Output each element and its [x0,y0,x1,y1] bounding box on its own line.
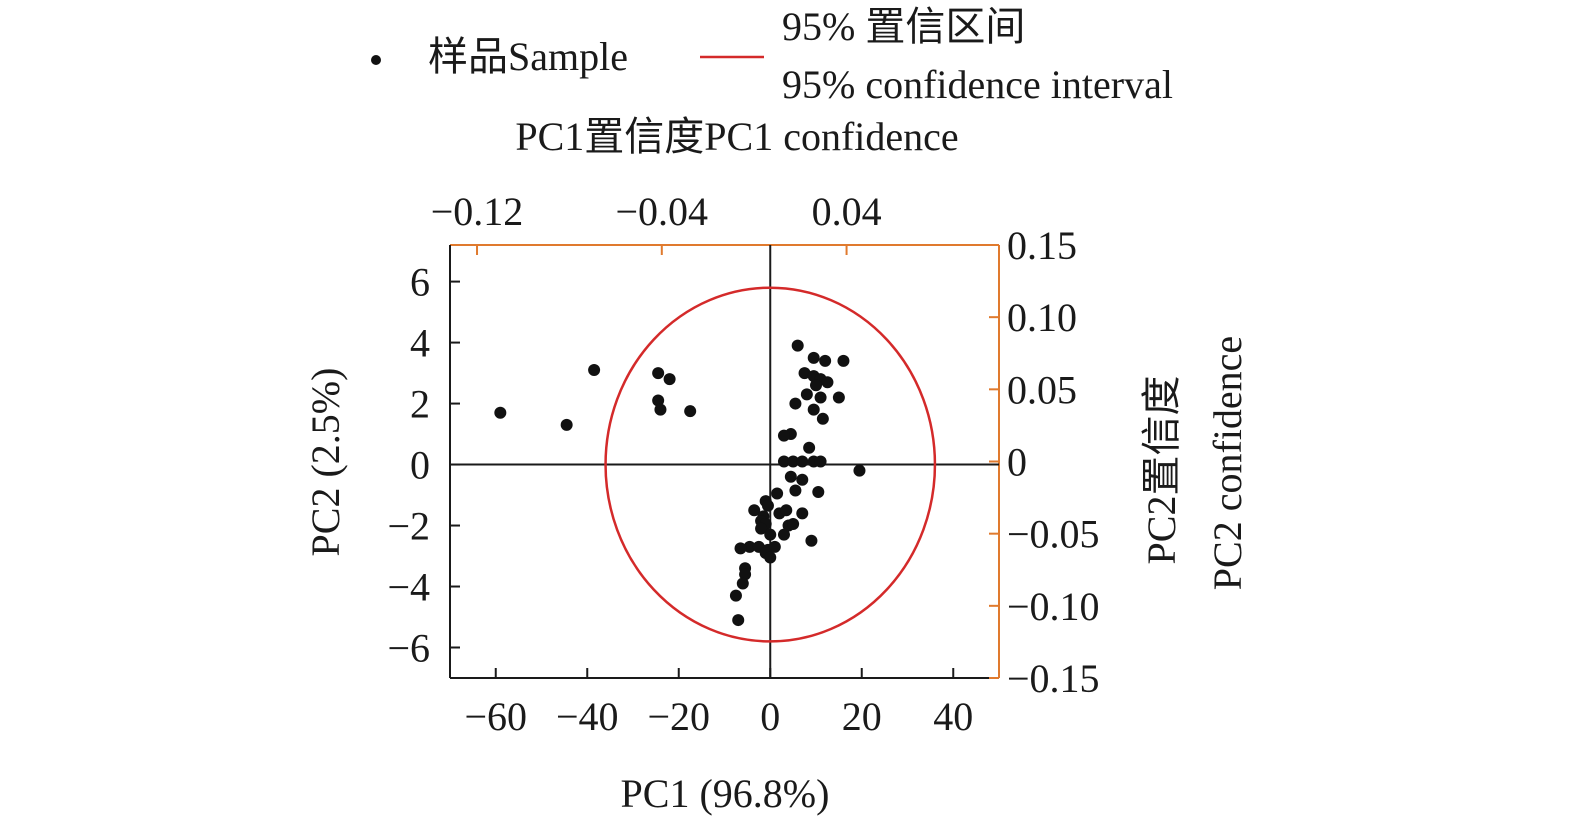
confidence-ellipse-layer [604,286,937,643]
sample-point [803,441,816,454]
sample-point [814,455,827,468]
secondary-x-tick-label: 0.04 [812,189,882,234]
secondary-y-tick-label: 0.10 [1007,295,1077,340]
legend: 样品Sample 95% 置信区间 95% confidence interva… [371,4,1173,107]
x-tick-label: 40 [933,694,973,739]
secondary-y-axis-title-line2: PC2 confidence [1205,336,1250,590]
sample-point [787,455,800,468]
sample-point [816,412,829,425]
sample-point [791,339,804,352]
legend-sample-label: 样品Sample [428,34,628,79]
sample-point [663,373,676,386]
sample-point [777,429,790,442]
secondary-x-axis-title: PC1置信度PC1 confidence [515,114,958,159]
secondary-y-tick-label: −0.15 [1007,656,1100,701]
sample-point [796,507,809,520]
x-tick-label: 20 [842,694,882,739]
sample-point [807,403,820,416]
sample-point [796,473,809,486]
sample-point [832,391,845,404]
secondary-y-axis-title-line1: PC2置信度 [1139,376,1184,565]
sample-point [734,542,747,555]
secondary-y-tick-label: −0.05 [1007,512,1100,557]
reference-lines [450,245,999,678]
secondary-x-tick-label: −0.04 [616,189,709,234]
y-axis-title: PC2 (2.5%) [303,368,348,557]
sample-point [796,455,809,468]
sample-point [837,354,850,367]
y-tick-label: −6 [387,626,430,671]
secondary-y-tick-label: −0.10 [1007,584,1100,629]
sample-point [807,351,820,364]
x-tick-label: −60 [464,694,527,739]
sample-point [764,551,777,564]
sample-point [729,589,742,602]
sample-point [789,484,802,497]
sample-point [812,485,825,498]
legend-ci-label-line2: 95% confidence interval [782,62,1173,107]
sample-point [821,376,834,389]
sample-point [761,499,774,512]
secondary-y-tick-label: 0.05 [1007,367,1077,412]
sample-points [494,339,866,627]
sample-point [755,522,768,535]
sample-point [654,403,667,416]
sample-point [748,504,761,517]
sample-point [768,540,781,553]
sample-point [805,534,818,547]
secondary-y-tick-label: 0 [1007,440,1027,485]
sample-point [732,614,745,627]
sample-point [684,405,697,418]
sample-point [853,464,866,477]
y-tick-label: −2 [387,504,430,549]
legend-sample-marker [371,55,381,65]
sample-point [819,354,832,367]
x-tick-label: −40 [556,694,619,739]
sample-point [739,568,752,581]
sample-point [588,364,601,377]
secondary-y-tick-label: 0.15 [1007,223,1077,268]
x-tick-label: 0 [760,694,780,739]
legend-ci-label-line1: 95% 置信区间 [782,4,1025,49]
sample-point [736,577,749,590]
sample-point [560,418,573,431]
sample-point [652,367,665,380]
x-tick-label: −20 [647,694,710,739]
sample-point [810,379,822,392]
sample-point [494,406,507,419]
sample-point [798,367,811,380]
y-tick-label: 6 [410,260,430,305]
sample-point [784,470,797,483]
y-tick-label: 0 [410,443,430,488]
sample-point [771,487,784,500]
confidence-ellipse [604,286,937,643]
sample-point [777,528,790,541]
sample-point [652,394,665,407]
secondary-x-tick-label: −0.12 [431,189,524,234]
sample-point [789,397,802,410]
sample-point [787,518,800,531]
sample-point [743,540,756,553]
sample-point [800,388,813,401]
y-tick-label: 4 [410,321,430,366]
sample-point [777,455,790,468]
y-tick-label: 2 [410,382,430,427]
sample-point [814,391,827,404]
y-tick-label: −4 [387,565,430,610]
sample-point [764,528,777,541]
sample-point [780,504,793,517]
x-axis-title: PC1 (96.8%) [621,771,830,816]
